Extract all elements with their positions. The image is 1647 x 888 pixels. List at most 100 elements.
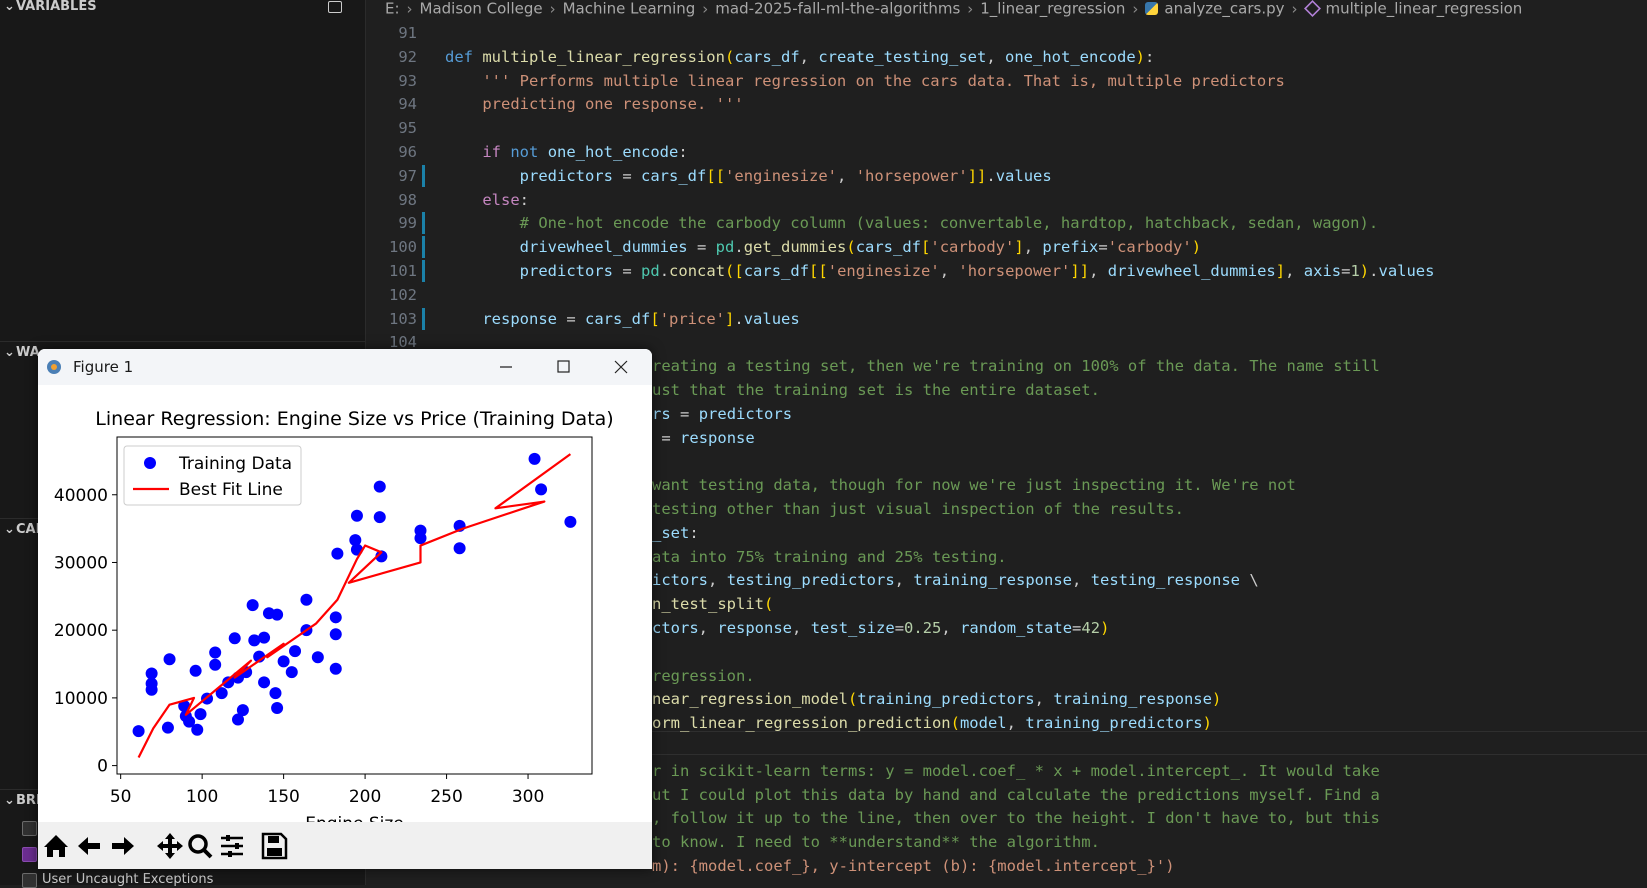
code-line: drivewheel_dummies = pd.get_dummies(cars… [519,238,1202,257]
git-change-marker [422,307,425,330]
line-number: 102 [389,285,417,304]
breadcrumb-separator: › [549,0,556,18]
app-icon-dot [51,364,57,370]
chevron: ⌄ [4,522,15,537]
line-number: 97 [398,166,417,185]
maximize-button[interactable] [557,360,570,373]
toolbar [38,822,652,869]
scatter-point [145,667,158,680]
chevron: ⌄ [4,345,15,360]
line-number: 94 [398,95,417,114]
code-line-fragment: want testing data, though for now we're … [652,476,1296,495]
scatter-point [285,666,298,679]
scatter-point [329,628,342,641]
python-icon [1145,2,1159,15]
x-tick-label: 300 [512,787,544,807]
breadcrumb[interactable]: Machine Learning [562,0,696,18]
line-number: 96 [398,143,417,161]
y-tick-label: 30000 [54,553,108,573]
line-number: 98 [398,190,417,209]
code-line-fragment: r in scikit-learn terms: y = model.coef_… [652,761,1380,780]
checkbox [22,873,37,888]
breadcrumb-separator: › [1132,0,1139,18]
x-tick-label: 150 [267,787,299,807]
code-line-fragment: regression. [652,666,755,685]
x-axis-label: Engine Size [305,814,404,822]
scatter-point [350,509,363,522]
home-button[interactable] [44,835,68,857]
title-bar: Figure 1 [38,349,652,385]
title-bar-graphics: Figure 1 [47,358,628,376]
code-line: else: [482,190,529,209]
legend-label: Training Data [178,454,292,474]
breadcrumb[interactable]: E: [385,0,400,18]
code-line-fragment: orm_linear_regression_prediction(model, … [652,714,1212,733]
scatter-point [289,645,302,658]
git-change-marker [422,164,425,187]
scatter-point [222,676,235,689]
code-line: if not one_hot_encode: [482,143,688,161]
scatter-point [209,658,222,671]
breadcrumb[interactable]: Madison College [419,0,543,18]
scatter-point [269,687,282,700]
forward-button[interactable] [112,837,134,855]
back-button[interactable] [78,837,100,855]
scatter-point [231,713,244,726]
close-button[interactable] [614,360,628,374]
pan-button[interactable] [157,833,183,859]
scatter-point [178,700,191,713]
section-divider [0,341,365,342]
configure-button[interactable] [221,835,243,857]
scatter-point [228,632,241,645]
breadcrumb[interactable]: mad-2025-fall-ml-the-algorithms [715,0,961,18]
scatter-point [258,631,271,644]
git-change-marker [422,212,425,235]
zoom-button[interactable] [188,834,213,859]
code-line: predicting one response. ''' [445,95,744,114]
breadcrumb-separator: › [406,0,413,18]
scatter-point [258,676,271,689]
breadcrumb[interactable]: 1_linear_regression [980,0,1126,18]
breadcrumb-separator: › [967,0,974,18]
scatter-point [329,611,342,624]
line-number: 95 [398,119,417,138]
code-line-fragment: reating a testing set, then we're traini… [652,357,1380,376]
collapse-icon[interactable] [328,1,342,13]
scatter-point [189,664,202,677]
breadcrumb-separator: › [702,0,709,18]
scatter-point [194,708,207,721]
method-icon [1303,0,1321,17]
scatter-point [161,721,174,734]
save-button[interactable] [261,832,288,860]
breadcrumb[interactable]: multiple_linear_regression [1325,0,1523,18]
section-title: VARIABLES [16,0,97,14]
line-number: 93 [398,71,417,90]
chart-title: Linear Regression: Engine Size vs Price … [95,408,613,430]
line-number: 91 [398,24,417,42]
legend-marker [144,457,156,469]
breakpoint-label: User Uncaught Exceptions [42,872,214,887]
code-line-fragment: near_regression_model(training_predictor… [652,690,1222,709]
scatter-point [236,704,249,717]
y-tick-label: 40000 [54,486,108,506]
scatter-point [271,702,284,715]
line-number: 101 [389,262,417,280]
scatter-point [349,534,362,547]
checkbox [22,821,37,836]
scatter-point [183,715,196,728]
scatter-point [300,593,313,606]
scatter-point [271,608,284,621]
code-line: predictors = pd.concat([cars_df[['engine… [519,262,1435,280]
section-header: ⌄BRE [4,791,45,811]
code-line-fragment: m): {model.coef_}, y-intercept (b): {mod… [652,857,1175,875]
breadcrumb[interactable]: analyze_cars.py [1164,0,1285,18]
scatter-point [248,634,261,647]
scatter-point [414,532,427,545]
scatter-point [564,515,577,528]
scatter-point [535,483,548,496]
section-header: ⌄CAL [4,520,44,540]
chart: Linear Regression: Engine Size vs Price … [54,408,614,822]
breadcrumb-separator: › [1291,0,1298,18]
x-tick-label: 50 [110,787,132,807]
